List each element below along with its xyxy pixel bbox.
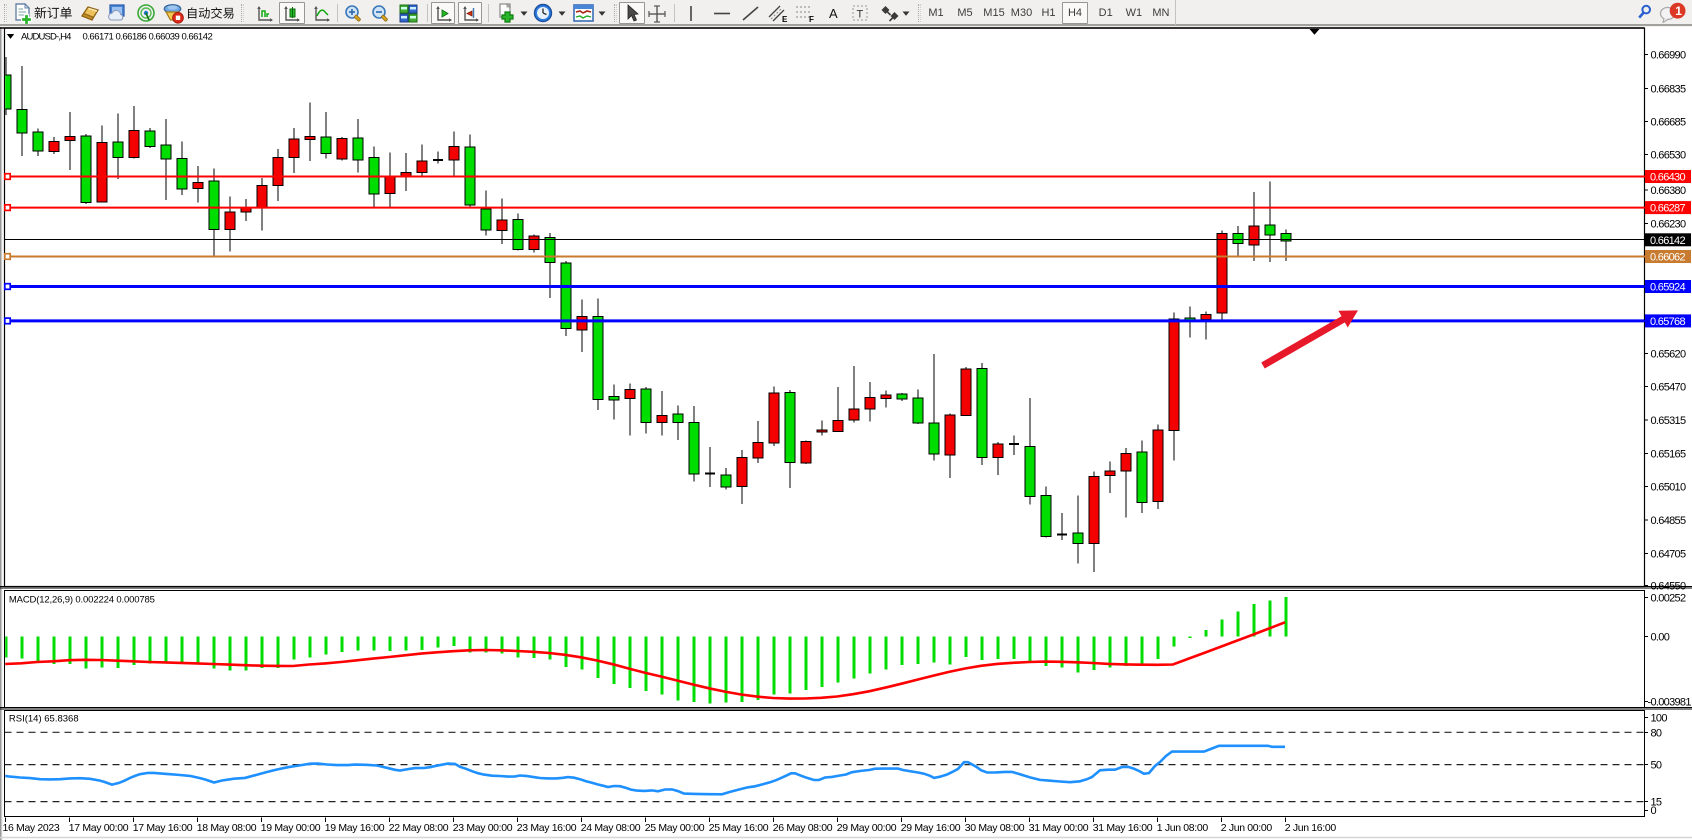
svg-text:50: 50	[1651, 760, 1662, 772]
svg-text:25 May 00:00: 25 May 00:00	[645, 822, 705, 834]
svg-text:RSI(14) 65.8368: RSI(14) 65.8368	[9, 713, 79, 724]
svg-text:F: F	[809, 15, 814, 23]
svg-text:E: E	[782, 15, 788, 23]
svg-text:0.66990: 0.66990	[1651, 50, 1686, 62]
svg-text:0.66430: 0.66430	[1650, 172, 1685, 184]
svg-text:2 Jun 00:00: 2 Jun 00:00	[1221, 822, 1273, 834]
svg-text:MACD(12,26,9) 0.002224 0.00078: MACD(12,26,9) 0.002224 0.000785	[9, 594, 155, 605]
svg-text:23 May 00:00: 23 May 00:00	[453, 822, 513, 834]
svg-text:0.65620: 0.65620	[1651, 348, 1686, 360]
svg-text:19 May 16:00: 19 May 16:00	[325, 822, 385, 834]
svg-text:29 May 00:00: 29 May 00:00	[837, 822, 897, 834]
svg-text:16 May 2023: 16 May 2023	[3, 822, 60, 834]
svg-text:0.66230: 0.66230	[1651, 218, 1686, 230]
svg-text:23 May 16:00: 23 May 16:00	[517, 822, 577, 834]
svg-text:-0.003981: -0.003981	[1648, 697, 1692, 709]
svg-text:22 May 08:00: 22 May 08:00	[389, 822, 449, 834]
svg-text:24 May 08:00: 24 May 08:00	[581, 822, 641, 834]
svg-text:0.65470: 0.65470	[1651, 382, 1686, 394]
svg-text:0.00252: 0.00252	[1651, 592, 1686, 604]
svg-text:0.66287: 0.66287	[1650, 203, 1685, 215]
svg-text:31 May 16:00: 31 May 16:00	[1093, 822, 1153, 834]
svg-text:T: T	[856, 9, 863, 21]
svg-text:15: 15	[1651, 797, 1662, 809]
svg-text:0.64705: 0.64705	[1651, 548, 1686, 560]
svg-text:AUDUSD-,H4: AUDUSD-,H4	[21, 31, 71, 42]
svg-text:0.65924: 0.65924	[1650, 282, 1685, 294]
svg-text:0.64550: 0.64550	[1651, 580, 1686, 592]
svg-text:0.66685: 0.66685	[1651, 116, 1686, 128]
svg-text:0.66142: 0.66142	[1650, 235, 1685, 247]
svg-text:30 May 08:00: 30 May 08:00	[965, 822, 1025, 834]
svg-text:0.66062: 0.66062	[1650, 252, 1685, 264]
svg-text:2 Jun 16:00: 2 Jun 16:00	[1285, 822, 1337, 834]
svg-text:0.64855: 0.64855	[1651, 515, 1686, 527]
svg-text:0: 0	[1651, 805, 1657, 817]
svg-text:25 May 16:00: 25 May 16:00	[709, 822, 769, 834]
svg-text:0.65165: 0.65165	[1651, 448, 1686, 460]
svg-text:31 May 00:00: 31 May 00:00	[1029, 822, 1089, 834]
svg-text:17 May 16:00: 17 May 16:00	[133, 822, 193, 834]
svg-text:0.00: 0.00	[1651, 631, 1670, 643]
svg-text:0.66530: 0.66530	[1651, 150, 1686, 162]
svg-text:18 May 08:00: 18 May 08:00	[197, 822, 257, 834]
svg-text:100: 100	[1651, 713, 1668, 725]
svg-text:1 Jun 08:00: 1 Jun 08:00	[1157, 822, 1209, 834]
svg-text:26 May 08:00: 26 May 08:00	[773, 822, 833, 834]
svg-text:0.65315: 0.65315	[1651, 415, 1686, 427]
svg-text:1: 1	[1675, 4, 1682, 18]
svg-text:80: 80	[1651, 727, 1662, 739]
svg-text:19 May 00:00: 19 May 00:00	[261, 822, 321, 834]
svg-text:0.66171 0.66186 0.66039 0.6614: 0.66171 0.66186 0.66039 0.66142	[83, 31, 213, 42]
svg-text:0.66380: 0.66380	[1651, 185, 1686, 197]
svg-text:0.65010: 0.65010	[1651, 482, 1686, 494]
svg-text:0.66835: 0.66835	[1651, 84, 1686, 96]
svg-text:17 May 00:00: 17 May 00:00	[69, 822, 129, 834]
svg-text:0.65768: 0.65768	[1650, 316, 1685, 328]
svg-text:29 May 16:00: 29 May 16:00	[901, 822, 961, 834]
